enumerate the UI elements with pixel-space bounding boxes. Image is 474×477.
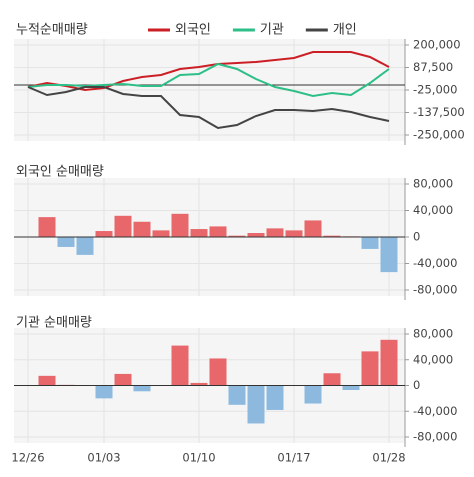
bar: [266, 228, 284, 237]
bar: [114, 373, 132, 386]
y-tick-label: -40,000: [413, 404, 457, 418]
y-tick-label: 0: [413, 378, 420, 392]
bar: [361, 351, 379, 386]
bar: [38, 217, 56, 237]
bar: [133, 221, 151, 237]
y-tick-label: -80,000: [413, 283, 457, 297]
y-tick-label: 80,000: [413, 177, 453, 191]
bar: [323, 235, 341, 237]
bar: [228, 385, 246, 405]
legend-label: 개인: [333, 23, 357, 38]
bar: [247, 385, 265, 424]
y-tick-label: 200,000: [413, 38, 461, 52]
chart-title: 누적순매매량: [16, 23, 88, 38]
x-tick-label: 01/03: [87, 451, 120, 465]
bar: [304, 385, 322, 404]
chart-title: 기관 순매매량: [16, 316, 92, 331]
bar: [380, 339, 398, 386]
bar: [380, 237, 398, 273]
x-tick-label: 01/28: [372, 451, 405, 465]
bar: [38, 375, 56, 386]
bar: [190, 229, 208, 237]
x-tick-label: 01/10: [182, 451, 215, 465]
bar: [95, 385, 113, 399]
bar: [209, 226, 227, 237]
bar: [342, 385, 360, 391]
bar: [95, 231, 113, 237]
chart-title: 외국인 순매매량: [16, 165, 104, 180]
y-tick-label: 40,000: [413, 352, 453, 366]
bar: [190, 382, 208, 386]
bar: [133, 385, 151, 392]
y-tick-label: -137,500: [413, 105, 465, 119]
bar: [361, 237, 379, 249]
bar: [304, 220, 322, 237]
bar: [323, 373, 341, 386]
bar: [266, 385, 284, 410]
line-series: [27, 62, 390, 98]
y-tick-label: 0: [413, 230, 420, 244]
y-tick-label: 80,000: [413, 327, 453, 341]
y-tick-label: -80,000: [413, 430, 457, 444]
y-tick-label: -25,000: [413, 83, 457, 97]
line-series: [27, 86, 390, 130]
bar: [247, 233, 265, 237]
x-tick-label: 12/26: [11, 451, 44, 465]
legend-label: 외국인: [175, 23, 211, 38]
x-tick-label: 01/17: [277, 451, 310, 465]
line-series: [27, 51, 390, 92]
y-tick-label: -250,000: [413, 128, 465, 142]
bar: [285, 230, 303, 237]
bar: [171, 345, 189, 386]
bar: [57, 237, 75, 247]
bar: [209, 358, 227, 386]
y-tick-label: 87,500: [413, 60, 453, 74]
bar: [228, 235, 246, 237]
bar: [152, 230, 170, 237]
bar: [114, 215, 132, 237]
y-tick-label: 40,000: [413, 203, 453, 217]
y-tick-label: -40,000: [413, 256, 457, 270]
legend-label: 기관: [260, 23, 284, 38]
bar: [76, 237, 94, 255]
bar: [171, 213, 189, 237]
